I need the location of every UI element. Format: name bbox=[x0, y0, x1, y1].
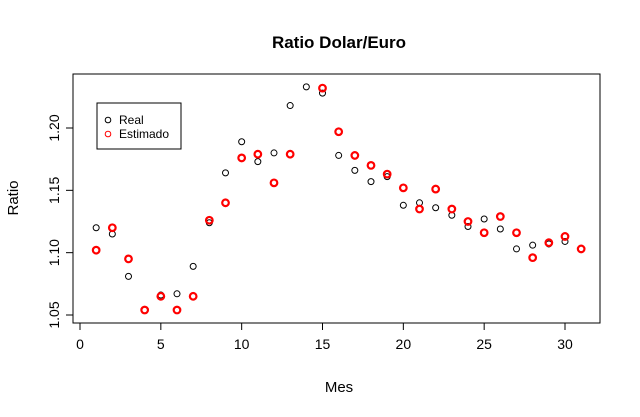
legend-marker-estimado bbox=[104, 130, 112, 138]
y-tick-label: 1.10 bbox=[46, 239, 62, 266]
point-estimado bbox=[366, 160, 376, 170]
point-real bbox=[561, 237, 569, 245]
y-axis: 1.05 1.10 1.15 1.20 bbox=[46, 114, 74, 329]
point-real bbox=[513, 245, 520, 253]
point-real bbox=[238, 138, 246, 146]
point-estimado bbox=[415, 204, 424, 214]
y-tick-label: 1.05 bbox=[46, 301, 62, 328]
legend-box bbox=[96, 102, 182, 150]
point-estimado bbox=[221, 198, 230, 208]
point-estimado bbox=[350, 151, 360, 160]
point-estimado bbox=[318, 83, 327, 93]
point-estimado bbox=[172, 305, 182, 315]
point-estimado bbox=[576, 244, 586, 254]
point-estimado bbox=[544, 238, 554, 248]
point-real bbox=[286, 102, 294, 110]
data-points bbox=[91, 83, 586, 315]
point-estimado bbox=[156, 291, 166, 301]
x-tick-label: 30 bbox=[557, 336, 573, 352]
point-real bbox=[173, 290, 181, 298]
point-estimado bbox=[188, 291, 198, 301]
point-estimado bbox=[237, 153, 247, 163]
point-real bbox=[189, 262, 197, 270]
point-real bbox=[496, 225, 504, 233]
x-tick-label: 5 bbox=[157, 336, 165, 352]
point-estimado bbox=[479, 228, 489, 238]
y-tick-label: 1.15 bbox=[46, 176, 62, 203]
chart-title: Ratio Dolar/Euro bbox=[272, 33, 406, 52]
point-estimado bbox=[528, 253, 538, 263]
legend: Real Estimado bbox=[96, 102, 182, 150]
point-real bbox=[480, 215, 488, 223]
x-tick-label: 10 bbox=[234, 336, 250, 352]
point-estimado bbox=[91, 245, 101, 255]
y-tick-label: 1.20 bbox=[46, 114, 62, 141]
point-real bbox=[222, 169, 229, 177]
point-estimado bbox=[285, 149, 295, 159]
point-real bbox=[351, 166, 359, 174]
point-estimado bbox=[447, 204, 457, 214]
point-estimado bbox=[204, 215, 214, 225]
x-tick-label: 20 bbox=[396, 336, 412, 352]
legend-label-real: Real bbox=[119, 113, 144, 127]
x-axis: 0 5 10 15 20 25 30 bbox=[76, 322, 573, 352]
point-estimado bbox=[269, 178, 279, 188]
point-estimado bbox=[431, 184, 441, 194]
legend-label-estimado: Estimado bbox=[119, 127, 169, 141]
point-real bbox=[464, 222, 472, 230]
point-estimado bbox=[398, 183, 408, 193]
point-real bbox=[432, 204, 440, 212]
point-estimado bbox=[512, 228, 521, 238]
point-real bbox=[254, 158, 262, 166]
point-estimado bbox=[463, 217, 473, 226]
point-real bbox=[302, 83, 310, 91]
point-estimado bbox=[334, 127, 344, 137]
point-real bbox=[319, 89, 326, 97]
point-estimado bbox=[253, 149, 263, 159]
point-real bbox=[335, 151, 343, 159]
point-real bbox=[92, 224, 100, 232]
x-tick-label: 0 bbox=[76, 336, 84, 352]
point-estimado bbox=[140, 305, 150, 315]
point-real bbox=[367, 178, 375, 186]
point-estimado bbox=[107, 223, 117, 233]
y-axis-label: Ratio bbox=[5, 180, 22, 215]
point-real bbox=[529, 241, 537, 249]
point-estimado bbox=[495, 212, 505, 221]
x-tick-label: 25 bbox=[476, 336, 492, 352]
point-estimado bbox=[124, 254, 133, 264]
point-estimado bbox=[560, 232, 570, 241]
legend-marker-real bbox=[104, 116, 112, 124]
point-real bbox=[270, 149, 278, 157]
x-axis-label: Mes bbox=[325, 379, 353, 396]
point-estimado bbox=[382, 169, 392, 179]
point-real bbox=[125, 272, 132, 280]
x-tick-label: 15 bbox=[315, 336, 331, 352]
point-real bbox=[399, 201, 407, 209]
